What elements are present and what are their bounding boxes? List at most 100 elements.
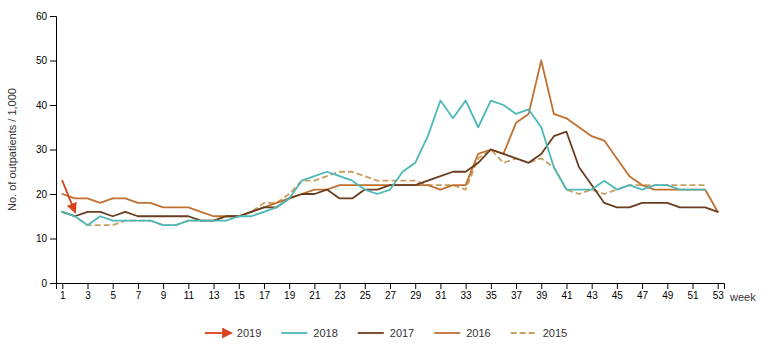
x-tick-label: 11 xyxy=(184,290,195,301)
x-tick-mark xyxy=(88,283,89,289)
x-tick-mark xyxy=(188,283,189,289)
x-tick-mark xyxy=(390,283,391,289)
x-tick: 37 xyxy=(511,283,523,301)
x-axis: 1357911131517192123252729313335373941434… xyxy=(57,283,725,301)
series-line xyxy=(62,132,717,221)
y-tick-label: 60 xyxy=(36,11,48,22)
x-tick-label: 45 xyxy=(612,290,624,301)
x-tick-mark xyxy=(642,283,643,289)
x-tick: 41 xyxy=(561,283,573,301)
x-tick-mark xyxy=(239,283,240,289)
x-tick-label: 1 xyxy=(60,290,66,301)
x-tick: 7 xyxy=(136,283,142,301)
x-tick: 9 xyxy=(161,283,167,301)
y-tick-mark xyxy=(50,194,56,195)
x-tick-label: 35 xyxy=(486,290,498,301)
x-tick-mark xyxy=(667,283,668,289)
x-tick-mark xyxy=(113,283,114,289)
y-tick-label: 20 xyxy=(36,189,48,200)
x-tick-mark xyxy=(491,283,492,289)
x-tick: 47 xyxy=(637,283,649,301)
x-tick-label: 33 xyxy=(461,290,473,301)
y-tick-label: 30 xyxy=(36,144,48,155)
legend-item: 2015 xyxy=(511,327,567,339)
x-tick-mark xyxy=(692,283,693,289)
legend-item: 2019 xyxy=(205,327,261,339)
x-tick-mark xyxy=(163,283,164,289)
plot-area: 1357911131517192123252729313335373941434… xyxy=(6,11,756,303)
x-tick-label: 21 xyxy=(309,290,321,301)
y-tick-mark xyxy=(50,16,56,17)
x-tick-label: 31 xyxy=(435,290,447,301)
legend-swatch xyxy=(281,332,307,334)
x-tick-label: 49 xyxy=(662,290,674,301)
x-tick: 5 xyxy=(110,283,116,301)
series-line xyxy=(62,181,75,212)
x-tick-label: 27 xyxy=(385,290,397,301)
x-tick-mark xyxy=(440,283,441,289)
x-tick: 45 xyxy=(612,283,624,301)
y-axis-title: No. of outpatients / 1,000 xyxy=(6,88,18,211)
x-tick-label: 37 xyxy=(511,290,523,301)
legend-label: 2016 xyxy=(466,327,490,339)
x-tick: 25 xyxy=(360,283,372,301)
x-tick-label: 25 xyxy=(360,290,372,301)
x-tick-label: 5 xyxy=(110,290,116,301)
y-tick-mark xyxy=(50,61,56,62)
x-tick-label: 53 xyxy=(713,290,725,301)
x-tick-label: 15 xyxy=(234,290,246,301)
y-axis: 0102030405060 xyxy=(36,11,57,289)
y-tick-label: 10 xyxy=(36,233,48,244)
x-tick-label: 17 xyxy=(259,290,271,301)
legend-item: 2018 xyxy=(281,327,337,339)
x-tick-label: 41 xyxy=(561,290,573,301)
y-tick: 50 xyxy=(36,55,56,66)
legend-label: 2018 xyxy=(313,327,337,339)
x-tick-label: 47 xyxy=(637,290,649,301)
x-tick-mark xyxy=(62,283,63,289)
x-axis-title: week xyxy=(729,291,756,303)
x-tick-label: 43 xyxy=(587,290,599,301)
legend-item: 2016 xyxy=(434,327,490,339)
x-tick-label: 19 xyxy=(284,290,296,301)
x-tick-label: 7 xyxy=(136,290,142,301)
legend-swatch xyxy=(511,332,537,334)
x-tick: 15 xyxy=(234,283,246,301)
x-tick-mark xyxy=(289,283,290,289)
legend-swatch xyxy=(434,332,460,334)
x-tick: 11 xyxy=(184,283,195,301)
x-tick-mark xyxy=(566,283,567,289)
x-tick: 51 xyxy=(687,283,699,301)
x-tick: 13 xyxy=(208,283,220,301)
legend-item: 2017 xyxy=(358,327,414,339)
y-axis-line xyxy=(50,17,57,284)
series-line xyxy=(62,101,705,226)
x-tick: 39 xyxy=(536,283,548,301)
x-tick-mark xyxy=(214,283,215,289)
x-tick-label: 39 xyxy=(536,290,548,301)
x-tick: 43 xyxy=(587,283,599,301)
x-tick: 49 xyxy=(662,283,674,301)
y-tick: 20 xyxy=(36,189,56,200)
x-tick-mark xyxy=(138,283,139,289)
x-tick-label: 3 xyxy=(85,290,91,301)
x-tick-mark xyxy=(592,283,593,289)
y-tick-mark xyxy=(50,150,56,151)
y-tick-mark xyxy=(50,283,56,284)
series-line xyxy=(62,61,717,217)
x-tick: 29 xyxy=(410,283,422,301)
x-tick-label: 51 xyxy=(687,290,699,301)
x-tick-mark xyxy=(617,283,618,289)
x-tick-mark xyxy=(264,283,265,289)
y-tick-mark xyxy=(50,105,56,106)
x-tick-mark xyxy=(466,283,467,289)
x-tick: 53 xyxy=(713,283,725,301)
legend-swatch xyxy=(358,332,384,334)
x-tick: 19 xyxy=(284,283,296,301)
x-tick-mark xyxy=(365,283,366,289)
x-tick-mark xyxy=(516,283,517,289)
x-tick: 33 xyxy=(461,283,473,301)
x-tick-label: 23 xyxy=(335,290,347,301)
x-tick: 31 xyxy=(435,283,447,301)
y-tick: 0 xyxy=(41,278,56,289)
